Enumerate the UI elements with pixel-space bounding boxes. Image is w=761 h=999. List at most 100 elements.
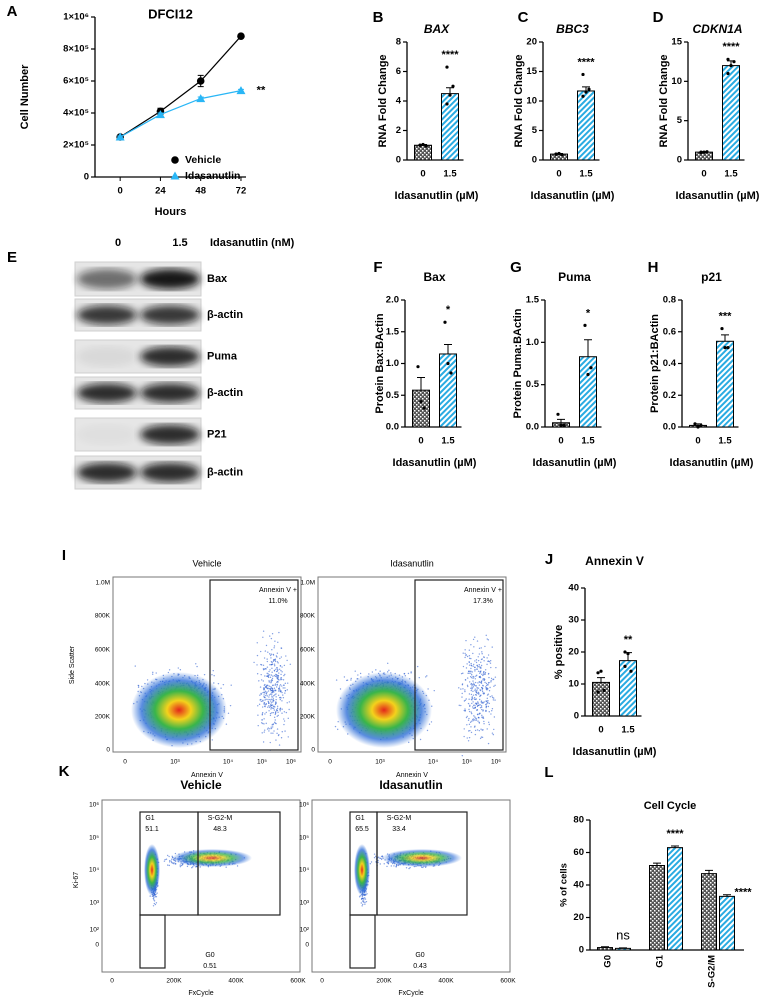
event-dot (281, 671, 283, 673)
event-dot (473, 683, 475, 686)
event-dot (468, 723, 471, 726)
event-dot (475, 659, 478, 661)
blot-band (140, 305, 200, 325)
replicate-point (623, 650, 627, 654)
event-dot (269, 635, 271, 637)
event-dot (277, 714, 279, 717)
event-dot (464, 652, 466, 655)
event-dot (470, 689, 472, 692)
replicate-point (451, 84, 455, 88)
event-dot (365, 900, 368, 903)
event-dot (253, 661, 255, 664)
event-dot (357, 674, 359, 676)
event-dot (467, 719, 470, 722)
replicate-point (589, 366, 593, 370)
event-dot (477, 659, 480, 662)
event-dot (492, 678, 494, 681)
density-blob (336, 672, 432, 748)
event-dot (491, 696, 494, 699)
event-dot (471, 699, 473, 701)
event-dot (474, 681, 477, 684)
event-dot (263, 687, 266, 689)
event-dot (467, 672, 469, 674)
event-dot (374, 855, 377, 858)
event-dot (179, 864, 181, 866)
event-dot (276, 707, 279, 710)
event-dot (137, 686, 140, 688)
blot-band (140, 268, 200, 290)
bar (719, 895, 735, 951)
density-blob (131, 672, 227, 748)
event-dot (470, 662, 472, 665)
event-dot (268, 710, 270, 712)
event-dot (283, 674, 285, 677)
point (196, 77, 205, 85)
event-dot (472, 665, 474, 667)
event-dot (282, 697, 285, 699)
event-dot (180, 864, 183, 867)
bar (597, 947, 613, 951)
legend-label: Idasanutlin (185, 170, 240, 182)
event-dot (265, 694, 267, 697)
event-dot (424, 866, 427, 869)
event-dot (177, 667, 179, 669)
x-tick-label: 10³ (375, 759, 385, 766)
event-dot (475, 675, 477, 677)
gate (197, 811, 281, 916)
y-axis-label: % positive (553, 625, 565, 679)
panel-letter: K (59, 763, 70, 780)
plot-frame (112, 576, 302, 753)
y-tick-label: 0 (677, 155, 682, 166)
event-dot (485, 705, 488, 708)
event-dot (275, 668, 277, 671)
replicate-point (623, 664, 627, 669)
error-bar (671, 845, 679, 848)
event-dot (171, 858, 173, 860)
event-dot (470, 712, 473, 715)
event-dot (280, 737, 283, 739)
event-dot (408, 867, 410, 870)
panel-letter: F (373, 259, 382, 276)
event-dot (283, 664, 286, 667)
y-tick-label: 10⁶ (299, 802, 309, 809)
event-dot (259, 650, 262, 653)
event-dot (270, 681, 272, 683)
replicate-point (693, 422, 697, 426)
event-dot (472, 694, 475, 696)
event-dot (489, 662, 492, 664)
event-dot (263, 694, 265, 696)
y-tick-label: 600K (300, 647, 316, 654)
event-dot (334, 725, 337, 728)
event-dot (477, 656, 479, 658)
error-bar (705, 869, 713, 874)
event-dot (490, 681, 492, 683)
y-tick-label: 0 (396, 155, 401, 166)
event-dot (274, 665, 276, 667)
event-dot (390, 865, 393, 867)
event-dot (263, 729, 266, 731)
error-bar (653, 862, 661, 866)
y-tick-label: 200K (300, 714, 316, 721)
event-dot (482, 685, 484, 687)
event-dot (364, 903, 366, 905)
significance: ** (624, 634, 633, 646)
event-dot (479, 681, 481, 683)
event-dot (270, 653, 273, 655)
event-dot (282, 694, 284, 696)
event-dot (364, 901, 366, 904)
event-dot (273, 691, 275, 693)
treatment-label: Idasanutlin (nM) (210, 237, 295, 249)
event-dot (468, 681, 471, 683)
event-dot (268, 685, 271, 687)
event-dot (267, 690, 270, 692)
event-dot (272, 689, 274, 692)
event-dot (268, 653, 271, 655)
event-dot (278, 685, 281, 687)
gate-value: 17.3% (473, 598, 493, 605)
event-dot (491, 732, 494, 734)
event-dot (271, 704, 274, 706)
event-dot (266, 691, 268, 693)
event-dot (261, 732, 263, 734)
event-dot (163, 860, 166, 862)
chart-title: Cell Cycle (644, 800, 697, 812)
